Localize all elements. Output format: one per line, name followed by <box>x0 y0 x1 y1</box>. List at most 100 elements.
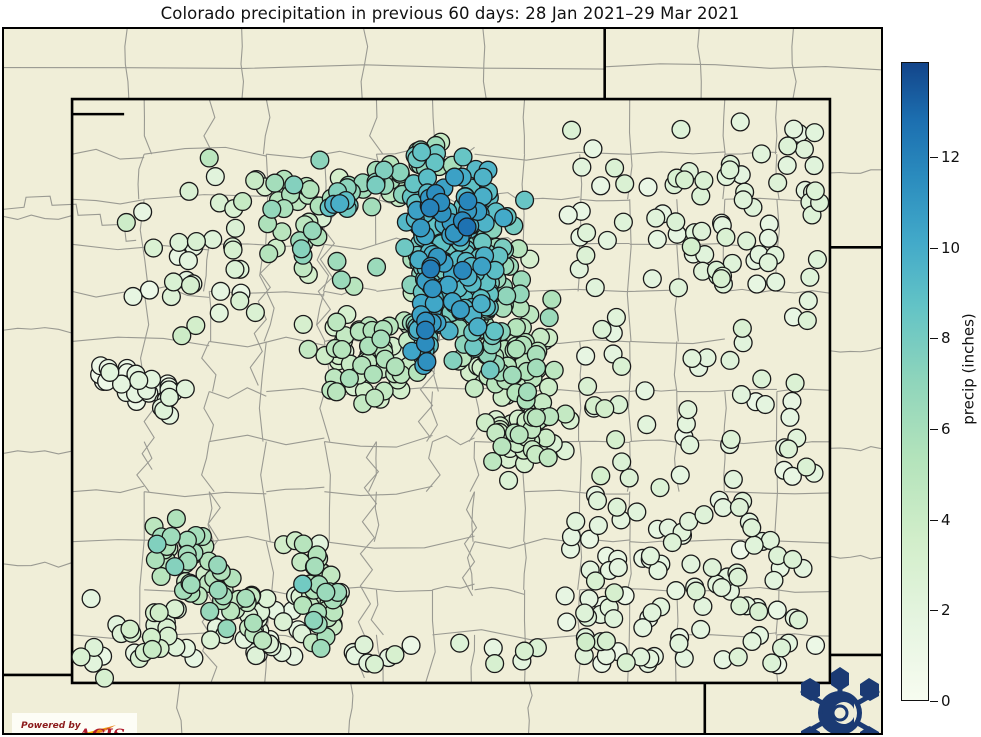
station-marker[interactable] <box>686 581 706 601</box>
station-marker[interactable] <box>542 289 562 309</box>
station-marker[interactable] <box>751 144 772 164</box>
station-marker[interactable] <box>385 357 405 377</box>
station-marker[interactable] <box>364 654 385 674</box>
station-marker[interactable] <box>766 272 786 292</box>
station-marker[interactable] <box>666 212 686 232</box>
station-marker[interactable] <box>417 352 437 372</box>
station-marker[interactable] <box>300 179 320 200</box>
station-marker[interactable] <box>669 633 689 654</box>
station-marker[interactable] <box>728 567 748 587</box>
station-marker[interactable] <box>178 251 198 271</box>
colorbar[interactable] <box>901 62 929 701</box>
station-marker[interactable] <box>159 387 179 407</box>
station-marker[interactable] <box>330 194 350 214</box>
station-marker[interactable] <box>566 511 586 532</box>
station-marker[interactable] <box>737 231 757 251</box>
station-marker[interactable] <box>245 302 265 323</box>
station-marker[interactable] <box>223 240 243 260</box>
station-marker[interactable] <box>575 603 595 623</box>
station-marker[interactable] <box>633 618 653 638</box>
station-marker[interactable] <box>670 465 690 485</box>
station-marker[interactable] <box>484 321 505 341</box>
station-marker[interactable] <box>291 239 312 259</box>
station-marker[interactable] <box>366 175 386 195</box>
station-marker[interactable] <box>731 385 752 405</box>
station-marker[interactable] <box>730 112 750 132</box>
station-marker[interactable] <box>616 653 636 673</box>
station-marker[interactable] <box>723 469 743 490</box>
station-marker[interactable] <box>605 158 625 178</box>
colorado-map[interactable] <box>4 29 881 733</box>
station-marker[interactable] <box>722 253 742 273</box>
station-marker[interactable] <box>365 388 385 408</box>
station-marker[interactable] <box>733 190 753 210</box>
station-marker[interactable] <box>627 502 647 522</box>
station-marker[interactable] <box>604 583 624 603</box>
station-marker[interactable] <box>151 566 171 587</box>
station-marker[interactable] <box>800 267 820 287</box>
station-marker[interactable] <box>293 534 313 554</box>
station-marker[interactable] <box>485 654 505 674</box>
station-marker[interactable] <box>694 170 714 191</box>
station-marker[interactable] <box>186 315 206 336</box>
station-marker[interactable] <box>585 278 605 298</box>
station-marker[interactable] <box>84 637 104 657</box>
station-marker[interactable] <box>149 603 169 623</box>
station-marker[interactable] <box>797 310 817 331</box>
station-marker[interactable] <box>730 596 750 616</box>
station-marker[interactable] <box>804 156 824 176</box>
station-marker[interactable] <box>480 360 500 380</box>
station-marker[interactable] <box>165 557 185 577</box>
station-marker[interactable] <box>205 167 225 187</box>
station-marker[interactable] <box>557 612 577 632</box>
station-marker[interactable] <box>588 515 608 536</box>
station-marker[interactable] <box>591 466 611 486</box>
station-marker[interactable] <box>758 228 779 248</box>
station-marker[interactable] <box>640 546 660 566</box>
station-marker[interactable] <box>166 509 186 529</box>
station-marker[interactable] <box>798 291 818 311</box>
station-marker[interactable] <box>199 148 219 168</box>
station-marker[interactable] <box>807 249 827 270</box>
station-marker[interactable] <box>720 160 740 180</box>
station-marker[interactable] <box>186 231 206 252</box>
station-marker[interactable] <box>472 256 492 276</box>
station-marker[interactable] <box>502 365 522 385</box>
station-marker[interactable] <box>253 630 273 651</box>
station-marker[interactable] <box>181 575 201 595</box>
station-marker[interactable] <box>702 558 722 578</box>
station-marker[interactable] <box>180 275 201 295</box>
station-marker[interactable] <box>539 308 559 328</box>
station-marker[interactable] <box>443 351 463 371</box>
station-marker[interactable] <box>262 199 282 219</box>
station-marker[interactable] <box>438 275 458 295</box>
station-marker[interactable] <box>175 379 195 399</box>
station-marker[interactable] <box>332 339 352 360</box>
station-marker[interactable] <box>805 635 826 655</box>
station-marker[interactable] <box>642 603 662 623</box>
station-marker[interactable] <box>764 570 784 590</box>
station-marker[interactable] <box>211 281 231 301</box>
station-marker[interactable] <box>200 601 220 621</box>
station-marker[interactable] <box>120 619 140 639</box>
station-marker[interactable] <box>647 229 667 249</box>
station-marker[interactable] <box>327 312 347 332</box>
station-marker[interactable] <box>116 212 136 233</box>
station-marker[interactable] <box>680 435 700 455</box>
station-marker[interactable] <box>143 238 164 258</box>
station-marker[interactable] <box>646 208 666 228</box>
station-marker[interactable] <box>585 571 606 591</box>
station-marker[interactable] <box>681 554 701 574</box>
station-marker[interactable] <box>577 223 597 243</box>
station-marker[interactable] <box>464 378 484 398</box>
station-marker[interactable] <box>395 238 415 258</box>
station-marker[interactable] <box>692 221 712 241</box>
station-marker[interactable] <box>638 177 658 197</box>
station-marker[interactable] <box>385 645 405 665</box>
station-marker[interactable] <box>612 452 632 472</box>
station-marker[interactable] <box>780 407 800 427</box>
station-marker[interactable] <box>483 451 503 472</box>
station-marker[interactable] <box>265 173 285 193</box>
station-marker[interactable] <box>805 181 825 201</box>
station-marker[interactable] <box>458 191 478 211</box>
